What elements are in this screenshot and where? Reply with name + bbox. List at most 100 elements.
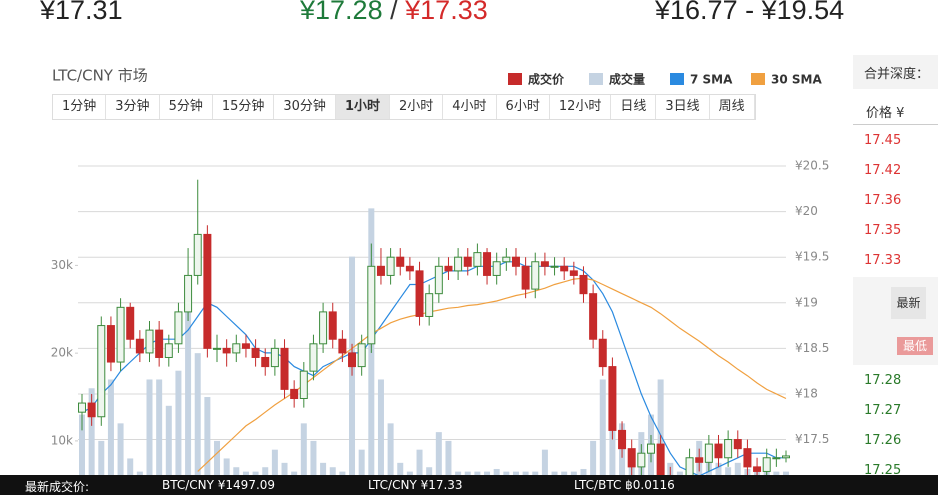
volume-bar bbox=[657, 379, 664, 475]
candle-body bbox=[444, 265, 453, 272]
volume-bar bbox=[165, 405, 172, 475]
candle-body bbox=[145, 329, 154, 354]
ask-price: 17.45 bbox=[864, 133, 902, 148]
volume-bar bbox=[98, 440, 105, 475]
bid-price: 17.26 bbox=[864, 433, 902, 448]
candle-body bbox=[376, 265, 385, 276]
period-tab[interactable]: 4小时 bbox=[443, 95, 497, 119]
header-rule bbox=[853, 124, 938, 125]
volume-bar bbox=[532, 471, 539, 475]
legend-swatch bbox=[589, 73, 603, 85]
volume-bar bbox=[416, 449, 423, 475]
volume-bar bbox=[522, 471, 529, 475]
candle-body bbox=[222, 347, 231, 354]
volume-bar bbox=[551, 471, 558, 475]
volume-bar bbox=[233, 467, 240, 475]
y-tick-label: ¥17.5 bbox=[795, 432, 829, 446]
candle-body bbox=[502, 256, 511, 263]
candle-body bbox=[405, 265, 414, 272]
price-header: 价格 ¥ bbox=[866, 106, 905, 121]
volume-bar bbox=[194, 353, 201, 475]
legend: 成交价 成交量 7 SMA 30 SMA bbox=[508, 72, 822, 87]
footer-item: LTC/CNY ¥17.33 bbox=[368, 478, 463, 492]
volume-bar bbox=[464, 471, 471, 475]
candle-body bbox=[164, 343, 173, 358]
ask-price: 17.35 bbox=[864, 223, 902, 238]
candle-body bbox=[425, 293, 434, 317]
volume-bar bbox=[734, 462, 741, 475]
latest-button[interactable]: 最新 bbox=[891, 287, 926, 319]
legend-label: 成交量 bbox=[609, 72, 645, 87]
volume-bar bbox=[185, 300, 192, 475]
candle-body bbox=[473, 252, 482, 267]
footer-item: BTC/CNY ¥1497.09 bbox=[162, 478, 276, 492]
candle-body bbox=[116, 306, 125, 363]
volume-bar bbox=[358, 449, 365, 475]
volume-bar bbox=[590, 440, 597, 475]
volume-bar bbox=[310, 440, 317, 475]
volume-bar bbox=[88, 388, 95, 475]
volume-bar bbox=[271, 449, 278, 475]
period-tab[interactable]: 2小时 bbox=[390, 95, 444, 119]
y-tick-label: ¥20.5 bbox=[795, 159, 829, 173]
volume-bar bbox=[541, 449, 548, 475]
candle-body bbox=[106, 325, 115, 363]
candle-body bbox=[174, 311, 183, 345]
volume-bar bbox=[339, 471, 346, 475]
candle-body bbox=[550, 265, 559, 268]
candle-body bbox=[299, 370, 308, 400]
y2-tick-label: 10k bbox=[51, 433, 73, 447]
bid: ¥17.28 bbox=[300, 0, 383, 25]
y-tick-label: ¥18.5 bbox=[795, 341, 829, 355]
period-tab[interactable]: 日线 bbox=[611, 95, 657, 119]
candle-body bbox=[782, 455, 790, 459]
ask-price: 17.36 bbox=[864, 193, 902, 208]
volume-bar bbox=[127, 458, 134, 475]
candle-body bbox=[618, 429, 627, 450]
period-tab[interactable]: 3日线 bbox=[656, 95, 710, 119]
candle-body bbox=[309, 343, 318, 372]
volume-bar bbox=[484, 471, 491, 475]
candle-body bbox=[251, 347, 260, 358]
candle-body bbox=[97, 325, 106, 418]
period-tab[interactable]: 6小时 bbox=[497, 95, 550, 119]
candle-body bbox=[434, 265, 443, 295]
y-tick-label: ¥20 bbox=[795, 204, 818, 218]
volume-bar bbox=[512, 471, 519, 475]
y2-tick-label: 30k bbox=[51, 258, 73, 272]
period-tab[interactable]: 30分钟 bbox=[274, 95, 336, 119]
ask-price: 17.42 bbox=[864, 163, 902, 178]
volume-bar bbox=[426, 467, 433, 475]
candle-body bbox=[483, 252, 492, 276]
candle-body bbox=[531, 261, 540, 290]
candle-body bbox=[579, 274, 588, 295]
volume-bar bbox=[676, 471, 683, 475]
volume-bar bbox=[397, 462, 404, 475]
candle-body bbox=[386, 256, 395, 276]
volume-bar bbox=[773, 471, 780, 475]
period-tab[interactable]: 3分钟 bbox=[106, 95, 160, 119]
period-tab[interactable]: 5分钟 bbox=[160, 95, 213, 119]
volume-bar bbox=[242, 471, 249, 475]
volume-bar bbox=[79, 414, 85, 475]
period-tab[interactable]: 1分钟 bbox=[53, 95, 107, 119]
volume-bar bbox=[300, 423, 307, 475]
chart: LTC/CNY 市场 ¥17.5 ¥18 ¥18.5 ¥19 ¥19.5 ¥20 ¥20.5… bbox=[51, 67, 829, 475]
ask-price: 17.33 bbox=[864, 253, 902, 268]
period-tab[interactable]: 周线 bbox=[710, 95, 755, 119]
legend-swatch bbox=[508, 73, 522, 85]
candle-body bbox=[560, 265, 569, 272]
period-tab[interactable]: 1小时 bbox=[335, 95, 390, 119]
period-tab[interactable]: 12小时 bbox=[550, 95, 612, 119]
volume-bar bbox=[725, 467, 732, 475]
volume-bar bbox=[175, 370, 182, 475]
candle-body bbox=[78, 402, 86, 413]
depth-header bbox=[853, 55, 938, 89]
period-tab[interactable]: 15分钟 bbox=[213, 95, 275, 119]
candle-body bbox=[357, 343, 366, 368]
volume-bar bbox=[570, 471, 577, 475]
candle-body bbox=[126, 306, 135, 340]
legend-swatch bbox=[751, 73, 765, 85]
volume-bar bbox=[387, 423, 394, 475]
